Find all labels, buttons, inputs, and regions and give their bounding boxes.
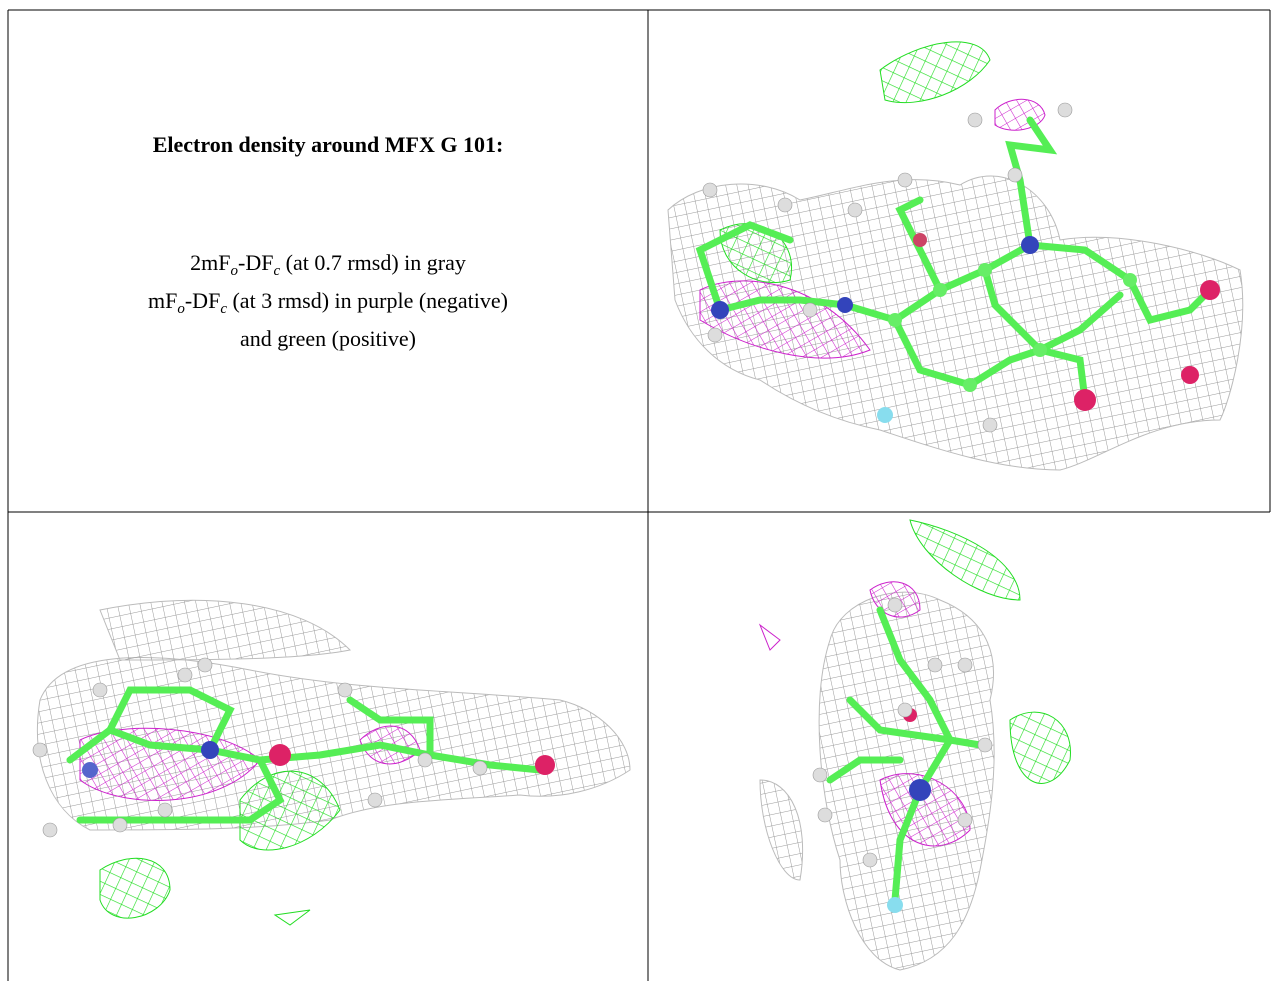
caption-text: (at 3 rmsd) in purple (negative): [227, 288, 508, 313]
caption-subscript: c: [220, 301, 227, 317]
caption-line: mFo-DFc (at 3 rmsd) in purple (negative): [148, 288, 508, 317]
caption-line: and green (positive): [240, 326, 416, 351]
density-view-side: [32, 599, 631, 926]
caption-subscript: o: [177, 301, 185, 317]
density-view-top: [667, 41, 1244, 471]
caption-text: and green (positive): [240, 326, 416, 351]
caption-subscript: c: [273, 263, 280, 279]
caption-text: 2mF: [190, 250, 230, 275]
caption-text: -DF: [185, 288, 220, 313]
caption-text: mF: [148, 288, 177, 313]
caption-subscript: o: [231, 263, 239, 279]
caption-title: Electron density around MFX G 101:: [153, 132, 504, 157]
density-view-end: [758, 519, 1071, 971]
caption-text: -DF: [238, 250, 273, 275]
table-frame: [7, 9, 1271, 981]
caption-text: (at 0.7 rmsd) in gray: [280, 250, 466, 275]
caption-line: 2mFo-DFc (at 0.7 rmsd) in gray: [190, 250, 466, 279]
